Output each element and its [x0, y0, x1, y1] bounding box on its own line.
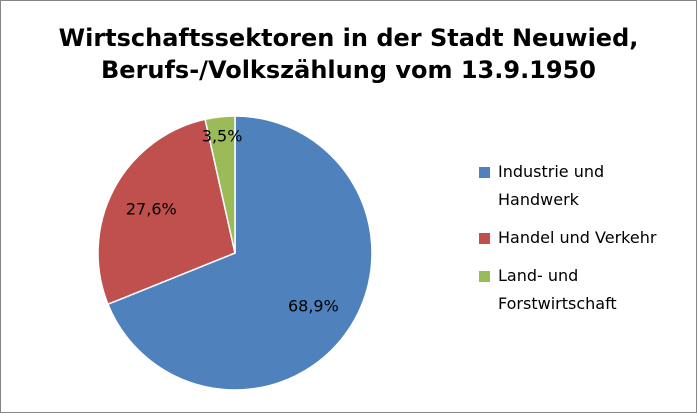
- legend-swatch-land: [479, 271, 490, 282]
- legend-label-land-line-1: Land- und: [498, 266, 579, 285]
- chart-title-line-2: Berufs-/Volkszählung vom 13.9.1950: [101, 56, 596, 84]
- legend-label-handel: Handel und Verkehr: [498, 228, 657, 247]
- data-label-industrie: 68,9%: [288, 296, 339, 315]
- legend-item-handel: Handel und Verkehr: [479, 224, 689, 252]
- pie-slice-land: [204, 115, 236, 254]
- legend-label-industrie-line-1: Industrie und: [498, 162, 605, 181]
- legend-swatch-handel: [479, 233, 490, 244]
- pie-slices: [97, 115, 373, 391]
- legend: Industrie und Handwerk Handel und Verkeh…: [479, 158, 689, 318]
- data-label-land: 3,5%: [202, 126, 243, 145]
- chart-title-line-1: Wirtschaftssektoren in der Stadt Neuwied…: [58, 24, 639, 52]
- legend-label-land-line-2: Forstwirtschaft: [498, 294, 617, 313]
- chart-title: Wirtschaftssektoren in der Stadt Neuwied…: [0, 22, 697, 86]
- legend-item-industrie: Industrie und Handwerk: [479, 158, 689, 214]
- legend-item-land: Land- und Forstwirtschaft: [479, 262, 689, 318]
- pie-data-labels: 68,9% 27,6% 3,5%: [126, 126, 339, 315]
- data-label-handel: 27,6%: [126, 200, 177, 219]
- legend-label-industrie-line-2: Handwerk: [498, 190, 579, 209]
- pie-slice-industrie: [107, 115, 373, 391]
- pie-slice-handel: [97, 118, 236, 305]
- legend-swatch-industrie: [479, 167, 490, 178]
